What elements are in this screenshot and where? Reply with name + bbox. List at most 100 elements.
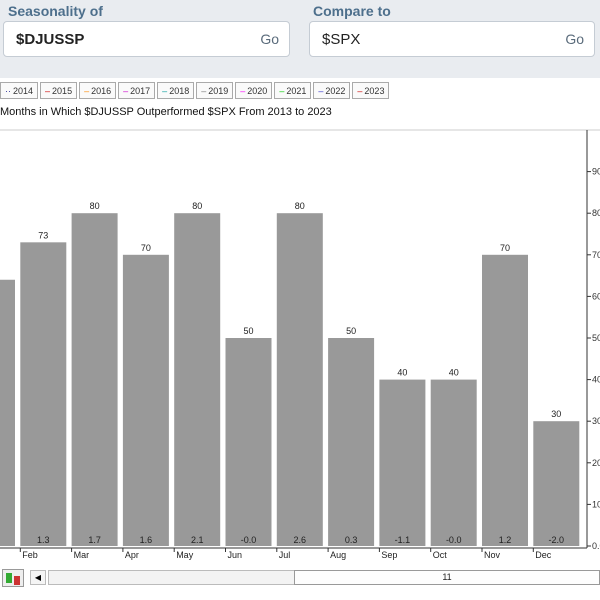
legend-label: 2023	[364, 85, 385, 96]
x-tick-label: Dec	[535, 550, 552, 560]
legend-item-2022[interactable]: –2022	[313, 82, 351, 99]
legend-label: 2019	[208, 85, 229, 96]
y-tick-label: 60	[592, 291, 600, 301]
bar-bottom-label: 1.7	[88, 535, 101, 545]
bar-value-label: 40	[449, 368, 459, 378]
x-tick-label: Nov	[484, 550, 501, 560]
bar-value-label: 30	[551, 409, 561, 419]
bar-value-label: 80	[295, 201, 305, 211]
legend-item-2023[interactable]: –2023	[352, 82, 390, 99]
seasonality-go-button[interactable]: Go	[260, 31, 279, 47]
legend-label: 2015	[52, 85, 73, 96]
bar-bottom-label: 2.1	[191, 535, 204, 545]
legend-marker: –	[45, 85, 51, 96]
x-tick-label: Oct	[433, 550, 448, 560]
legend-label: 2022	[325, 85, 346, 96]
seasonality-label: Seasonality of	[8, 3, 103, 19]
bar-bottom-label: 1.3	[37, 535, 50, 545]
bar-bottom-label: 0.3	[345, 535, 358, 545]
legend-marker: –	[162, 85, 168, 96]
legend-marker: –	[318, 85, 324, 96]
compare-input[interactable]: $SPX	[322, 31, 361, 48]
legend-label: 2021	[286, 85, 307, 96]
bar-jan	[0, 279, 15, 546]
legend-label: 2017	[130, 85, 151, 96]
bar-jul	[276, 213, 323, 546]
seasonality-input[interactable]: $DJUSSP	[16, 31, 85, 48]
y-tick-label: 20	[592, 458, 600, 468]
bar-value-label: 70	[500, 243, 510, 253]
y-tick-label: 70	[592, 250, 600, 260]
legend-marker: –	[357, 85, 363, 96]
legend-item-2016[interactable]: –2016	[79, 82, 117, 99]
bar-may	[174, 213, 221, 546]
bar-dec	[533, 421, 580, 546]
scroll-left-button[interactable]: ◀	[30, 570, 46, 585]
compare-go-button[interactable]: Go	[565, 31, 584, 47]
chart-title: Months in Which $DJUSSP Outperformed $SP…	[0, 106, 332, 118]
x-tick-label: Jun	[228, 550, 243, 560]
legend-marker: –	[201, 85, 207, 96]
legend-marker: –	[123, 85, 129, 96]
legend-item-2019[interactable]: –2019	[196, 82, 234, 99]
bar-aug	[328, 338, 375, 546]
legend-marker: –	[240, 85, 246, 96]
bar-bottom-label: -0.0	[446, 535, 462, 545]
legend-label: 2018	[169, 85, 190, 96]
legend-item-2020[interactable]: –2020	[235, 82, 273, 99]
bar-sep	[379, 379, 426, 546]
x-tick-label: Apr	[125, 550, 139, 560]
bar-value-label: 50	[243, 326, 253, 336]
x-tick-label: Sep	[381, 550, 397, 560]
legend-item-2017[interactable]: –2017	[118, 82, 156, 99]
legend-label: 2014	[13, 85, 34, 96]
y-tick-label: 90	[592, 167, 600, 177]
x-tick-label: Jul	[279, 550, 291, 560]
top-bar: Seasonality of $DJUSSP Go Compare to $SP…	[0, 0, 600, 78]
legend-marker: –	[84, 85, 90, 96]
bar-mar	[71, 213, 118, 546]
bar-oct	[430, 379, 477, 546]
x-tick-label: Feb	[22, 550, 38, 560]
year-legend: ·· 2014–2015–2016–2017–2018–2019–2020–202…	[0, 82, 391, 101]
y-tick-label: 50	[592, 333, 600, 343]
x-tick-label: Aug	[330, 550, 346, 560]
bar-nov	[482, 254, 528, 547]
bar-value-label: 73	[38, 230, 48, 240]
y-tick-label: 10	[592, 499, 600, 509]
bar-value-label: 50	[346, 326, 356, 336]
bar-jun	[225, 338, 272, 546]
y-tick-label: 0.0	[592, 541, 600, 551]
scrollbar-thumb[interactable]: 11	[294, 570, 600, 585]
legend-item-2015[interactable]: –2015	[40, 82, 78, 99]
legend-label: 2020	[247, 85, 268, 96]
legend-marker: –	[279, 85, 285, 96]
y-tick-label: 80	[592, 208, 600, 218]
seasonality-chart: 0.0102030405060708090Jan731.3Feb801.7Mar…	[0, 129, 600, 560]
legend-item-2021[interactable]: –2021	[274, 82, 312, 99]
bar-bottom-label: -0.0	[241, 535, 257, 545]
y-tick-label: 30	[592, 416, 600, 426]
bar-feb	[20, 242, 67, 546]
seasonality-field[interactable]: $DJUSSP Go	[3, 21, 290, 57]
bar-bottom-label: 1.6	[140, 535, 153, 545]
bar-bottom-label: 2.6	[294, 535, 307, 545]
compare-field[interactable]: $SPX Go	[309, 21, 595, 57]
legend-label: 2016	[91, 85, 112, 96]
bar-value-label: 40	[397, 368, 407, 378]
bar-bottom-label: 1.2	[499, 535, 512, 545]
legend-marker: ··	[5, 85, 11, 96]
bar-value-label: 70	[141, 243, 151, 253]
bar-apr	[122, 254, 169, 547]
chart-type-icon[interactable]	[2, 569, 24, 587]
y-tick-label: 40	[592, 375, 600, 385]
x-tick-label: Mar	[74, 550, 90, 560]
x-tick-label: May	[176, 550, 194, 560]
bar-value-label: 80	[90, 201, 100, 211]
legend-item-2018[interactable]: –2018	[157, 82, 195, 99]
legend-item-2014[interactable]: ·· 2014	[0, 82, 39, 99]
compare-label: Compare to	[313, 3, 391, 19]
bar-bottom-label: -1.1	[395, 535, 411, 545]
bar-value-label: 80	[192, 201, 202, 211]
bar-bottom-label: -2.0	[549, 535, 565, 545]
